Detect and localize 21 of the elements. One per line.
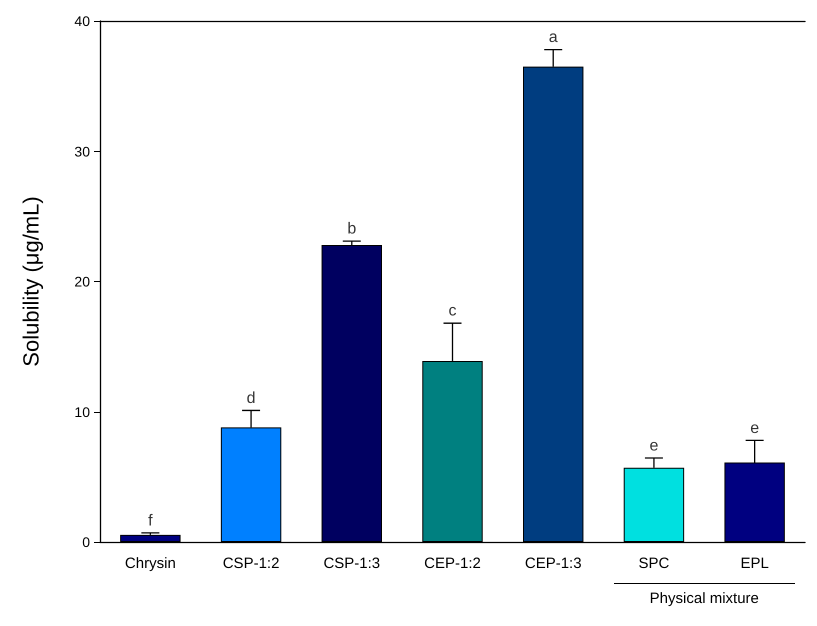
annotation: a [548, 29, 558, 46]
text: Physical mixture [648, 590, 760, 607]
y-tick-label: 0 [82, 534, 90, 550]
y-axis-title: Solubility (μg/mL) [18, 196, 44, 367]
annotation: f [148, 512, 154, 530]
annotation: b [347, 220, 356, 238]
annotation: e [750, 420, 760, 437]
x-tick-label: CSP-1:3 [323, 555, 380, 572]
x-tick-label: CEP-1:3 [524, 555, 582, 572]
x-tick-label: SPC [638, 555, 670, 572]
x-tick-label: CEP-1:2 [424, 555, 481, 572]
annotation: e [649, 437, 658, 454]
x-tick-label: CSP-1:2 [222, 555, 280, 572]
y-tick-label: 10 [74, 404, 90, 420]
x-tick-label: EPL [740, 555, 769, 572]
y-tick-label: 30 [74, 143, 90, 160]
y-tick-label: 40 [74, 13, 90, 29]
y-tick-label: 20 [74, 274, 90, 290]
annotation: c [448, 302, 456, 320]
x-tick-label: Chrysin [124, 555, 176, 572]
annotation: d [246, 390, 256, 407]
